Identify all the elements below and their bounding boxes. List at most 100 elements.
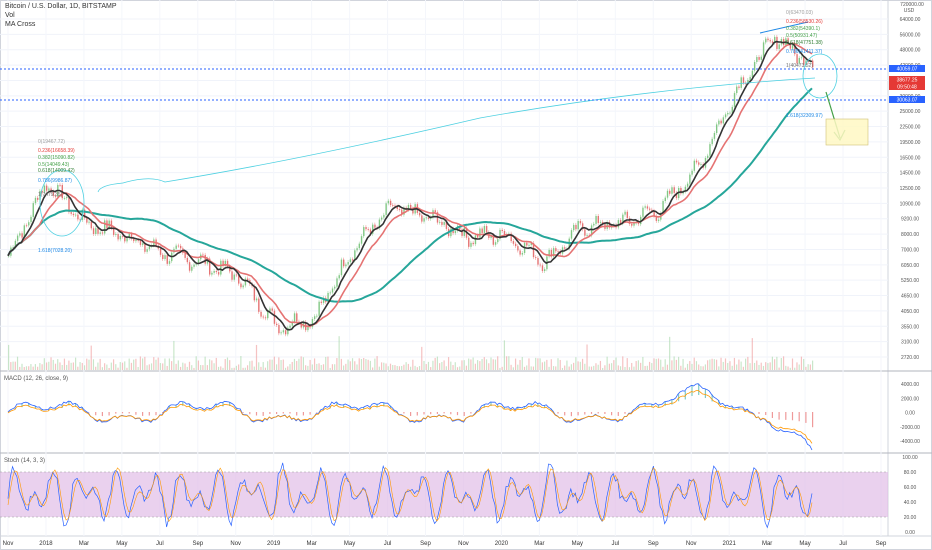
volume-bar <box>401 365 403 370</box>
candle <box>624 211 626 215</box>
volume-bar <box>718 366 720 370</box>
candle <box>421 215 423 222</box>
candle <box>99 232 101 234</box>
candle <box>95 228 97 234</box>
volume-bar <box>130 362 133 370</box>
volume-bar <box>430 367 432 370</box>
candle <box>715 124 718 133</box>
volume-bar <box>322 364 325 370</box>
volume-bar <box>39 363 41 370</box>
candle <box>646 206 649 209</box>
macd-histogram-bar <box>724 405 727 409</box>
candle <box>264 317 267 319</box>
candle <box>644 206 646 208</box>
stoch-title[interactable]: Stoch (14, 3, 3) <box>4 458 46 464</box>
volume-bar <box>347 359 349 370</box>
candle <box>733 93 736 107</box>
volume-bar <box>503 340 505 370</box>
candle <box>383 214 385 218</box>
candle <box>778 44 780 49</box>
macd-histogram-bar <box>95 412 97 416</box>
candle <box>188 262 191 271</box>
volume-bar <box>349 361 351 370</box>
volume-bar <box>88 359 90 370</box>
macd-histogram-bar <box>436 412 438 414</box>
volume-bar <box>101 367 103 370</box>
volume-bar <box>535 357 537 370</box>
volume-bar <box>204 356 206 370</box>
candle <box>666 190 669 198</box>
candle <box>340 259 343 276</box>
macd-histogram-bar <box>282 412 284 414</box>
chart-title: Bitcoin / U.S. Dollar, 1D, BITSTAMP <box>5 3 117 10</box>
volume-bar <box>539 358 541 370</box>
candle <box>211 272 213 275</box>
candle <box>776 36 778 49</box>
vol-indicator-label[interactable]: Vol <box>5 12 15 19</box>
volume-bar <box>651 363 653 370</box>
candle <box>351 259 354 261</box>
volume-bar <box>320 365 322 370</box>
volume-bar <box>360 358 363 370</box>
volume-bar <box>557 358 559 370</box>
macd-histogram-bar <box>21 403 23 408</box>
ma-cross-indicator-label[interactable]: MA Cross <box>5 21 36 28</box>
volume-bar <box>459 366 461 370</box>
macd-histogram-bar <box>604 412 606 414</box>
candle <box>564 247 566 249</box>
candle <box>144 243 146 252</box>
candle <box>798 57 800 64</box>
candle <box>369 229 372 234</box>
candle <box>112 228 115 235</box>
candle <box>655 216 658 221</box>
price-badge-label: 09:50:48 <box>897 85 917 91</box>
stoch-tick-label: 0.00 <box>905 530 915 536</box>
volume-bar <box>675 359 677 370</box>
time-tick-label: Jul <box>839 541 847 547</box>
volume-bar <box>519 360 521 370</box>
macd-title[interactable]: MACD (12, 26, close, 9) <box>4 376 69 382</box>
volume-bar <box>597 364 599 370</box>
macd-signal-line <box>7 389 813 444</box>
candle <box>8 255 10 257</box>
volume-bar <box>262 362 264 370</box>
macd-histogram-bar <box>316 412 318 413</box>
candle <box>343 259 345 267</box>
macd-histogram-bar <box>68 401 70 406</box>
volume-bar <box>637 360 639 370</box>
macd-histogram-bar <box>54 408 57 410</box>
volume-bar <box>588 366 590 370</box>
stoch-tick-label: 80.00 <box>904 470 917 476</box>
volume-bar <box>222 367 224 370</box>
candle <box>137 239 139 241</box>
macd-histogram-bar <box>121 412 124 414</box>
macd-tick-label: 0.00 <box>905 411 915 417</box>
candle <box>570 230 573 239</box>
volume-bar <box>738 359 740 370</box>
volume-bar <box>313 358 316 370</box>
candle <box>68 196 70 213</box>
candle <box>412 208 414 214</box>
volume-bar <box>704 364 706 370</box>
macd-histogram-bar <box>765 412 767 416</box>
candle <box>126 238 128 242</box>
macd-tick-label: -4000.00 <box>900 439 920 445</box>
candle <box>360 236 363 244</box>
price-tick-label: 6050.00 <box>901 263 919 269</box>
candle <box>124 236 126 242</box>
volume-bar <box>497 356 499 370</box>
candle <box>803 57 805 65</box>
macd-histogram-bar <box>262 412 264 416</box>
candle <box>300 322 302 328</box>
volume-bar <box>666 364 669 370</box>
candle <box>461 229 463 236</box>
candle <box>179 245 182 249</box>
volume-bar <box>626 358 628 370</box>
candle <box>671 187 673 194</box>
volume-bar <box>767 363 769 370</box>
candle <box>72 213 75 216</box>
volume-bar <box>32 366 34 370</box>
candle <box>222 260 224 267</box>
volume-bar <box>454 362 456 370</box>
volume-bar <box>311 364 313 370</box>
